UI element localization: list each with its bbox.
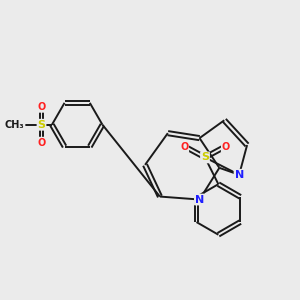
Text: S: S: [38, 120, 46, 130]
Text: N: N: [235, 170, 244, 180]
Text: O: O: [180, 142, 188, 152]
Text: O: O: [38, 102, 46, 112]
Text: CH₃: CH₃: [5, 120, 25, 130]
Text: N: N: [195, 194, 204, 205]
Text: O: O: [222, 142, 230, 152]
Text: O: O: [38, 138, 46, 148]
Text: S: S: [201, 152, 209, 162]
